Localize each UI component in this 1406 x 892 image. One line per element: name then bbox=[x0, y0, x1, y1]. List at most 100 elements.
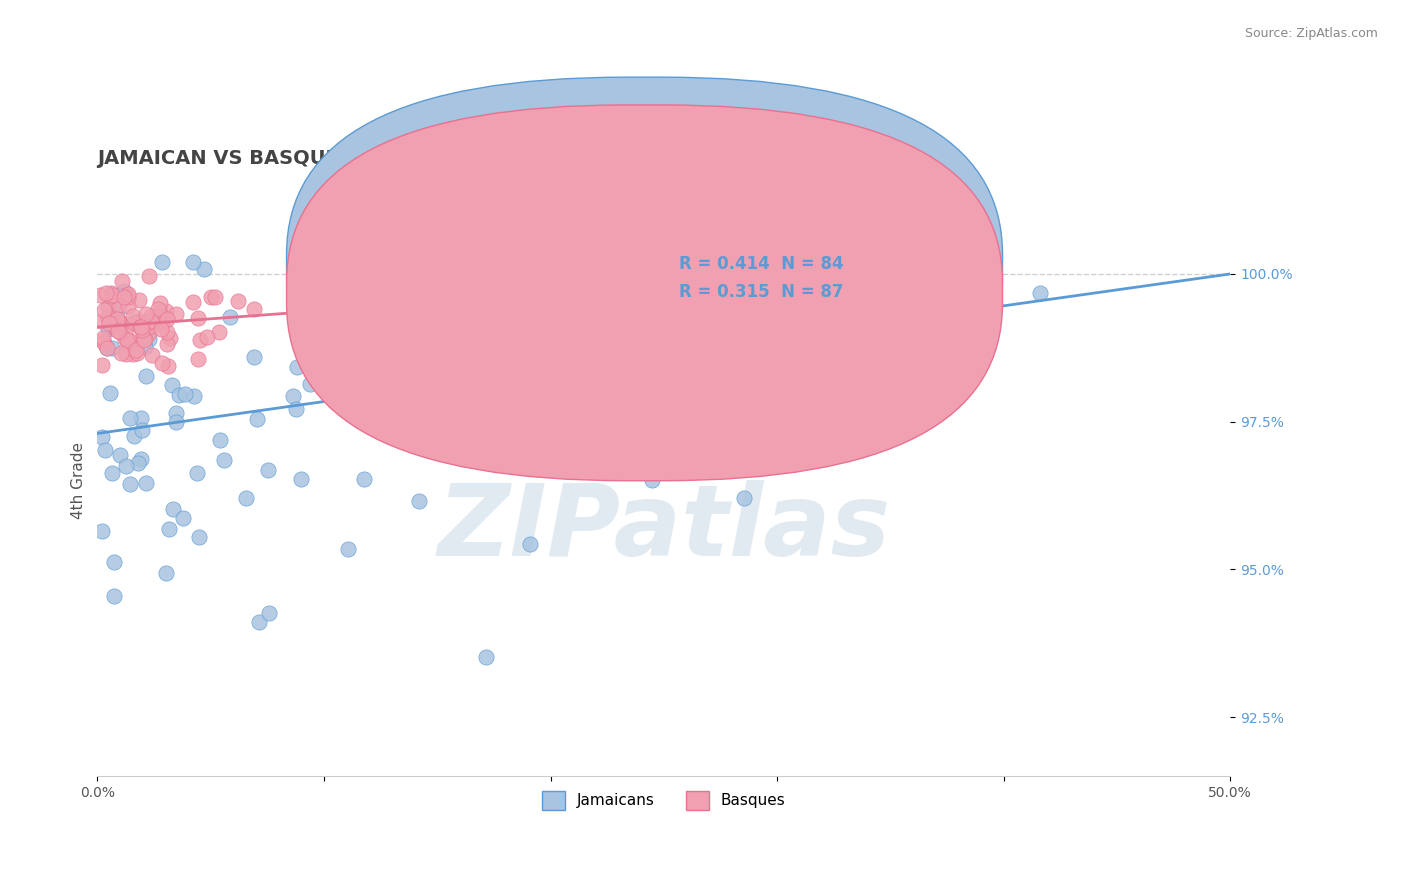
Basques bbox=[112, 329, 135, 343]
Jamaicans bbox=[108, 448, 131, 462]
Jamaicans bbox=[101, 466, 124, 480]
Basques bbox=[128, 293, 150, 308]
Jamaicans bbox=[173, 386, 195, 401]
Jamaicans bbox=[183, 389, 205, 403]
Jamaicans bbox=[373, 300, 395, 314]
Basques bbox=[101, 317, 124, 331]
Basques bbox=[141, 316, 163, 330]
Jamaicans bbox=[256, 463, 278, 477]
Basques bbox=[150, 322, 173, 336]
Jamaicans bbox=[127, 456, 149, 470]
Jamaicans bbox=[114, 458, 136, 473]
Jamaicans bbox=[285, 359, 308, 374]
Jamaicans bbox=[641, 473, 664, 487]
Basques bbox=[122, 309, 145, 323]
Jamaicans bbox=[107, 301, 129, 316]
Jamaicans bbox=[122, 314, 145, 328]
Text: JAMAICAN VS BASQUE 4TH GRADE CORRELATION CHART: JAMAICAN VS BASQUE 4TH GRADE CORRELATION… bbox=[97, 150, 711, 169]
Jamaicans bbox=[609, 310, 631, 324]
Jamaicans bbox=[741, 461, 763, 475]
Basques bbox=[125, 343, 148, 358]
Jamaicans bbox=[90, 524, 112, 538]
Jamaicans bbox=[284, 255, 307, 269]
Jamaicans bbox=[94, 442, 117, 457]
Jamaicans bbox=[157, 522, 180, 536]
Basques bbox=[93, 335, 115, 350]
Jamaicans bbox=[181, 255, 204, 269]
Basques bbox=[107, 313, 129, 327]
Basques bbox=[91, 358, 114, 372]
Jamaicans bbox=[370, 421, 392, 435]
Basques bbox=[155, 304, 177, 318]
Basques bbox=[107, 324, 129, 338]
Basques bbox=[89, 288, 111, 302]
Basques bbox=[129, 333, 152, 347]
Jamaicans bbox=[120, 411, 142, 425]
Jamaicans bbox=[408, 494, 430, 508]
Basques bbox=[156, 311, 179, 326]
Jamaicans bbox=[134, 340, 156, 354]
Basques bbox=[90, 313, 112, 327]
Basques bbox=[115, 347, 138, 361]
Basques bbox=[301, 322, 323, 336]
Basques bbox=[132, 333, 155, 347]
Basques bbox=[124, 317, 146, 331]
Basques bbox=[139, 314, 162, 328]
Basques bbox=[100, 289, 122, 303]
Jamaicans bbox=[138, 332, 160, 346]
Basques bbox=[157, 359, 180, 374]
Jamaicans bbox=[298, 376, 321, 391]
Jamaicans bbox=[212, 453, 235, 467]
Basques bbox=[108, 325, 131, 339]
Basques bbox=[150, 356, 173, 370]
Basques bbox=[188, 333, 211, 347]
Jamaicans bbox=[131, 423, 153, 437]
Jamaicans bbox=[446, 348, 468, 362]
Jamaicans bbox=[152, 255, 174, 269]
Basques bbox=[101, 287, 124, 301]
Basques bbox=[104, 322, 127, 336]
Basques bbox=[98, 316, 121, 330]
Basques bbox=[138, 326, 160, 340]
Jamaicans bbox=[820, 292, 842, 306]
Jamaicans bbox=[90, 429, 112, 443]
Basques bbox=[97, 310, 120, 325]
Basques bbox=[146, 309, 169, 323]
Basques bbox=[165, 307, 187, 321]
Jamaicans bbox=[848, 255, 870, 269]
Jamaicans bbox=[470, 310, 492, 324]
Jamaicans bbox=[733, 491, 755, 505]
Basques bbox=[127, 346, 149, 360]
Basques bbox=[148, 301, 170, 316]
Basques bbox=[117, 299, 139, 313]
Basques bbox=[181, 295, 204, 310]
Basques bbox=[100, 286, 122, 301]
Basques bbox=[124, 341, 146, 355]
Basques bbox=[134, 332, 156, 346]
Jamaicans bbox=[292, 255, 315, 269]
Basques bbox=[204, 290, 226, 304]
Jamaicans bbox=[188, 530, 211, 544]
FancyBboxPatch shape bbox=[602, 242, 924, 321]
Basques bbox=[110, 346, 132, 360]
Basques bbox=[117, 337, 139, 351]
Jamaicans bbox=[103, 555, 125, 569]
Basques bbox=[187, 352, 209, 367]
Basques bbox=[107, 298, 129, 312]
Basques bbox=[117, 288, 139, 302]
Jamaicans bbox=[98, 386, 121, 401]
Basques bbox=[96, 341, 118, 355]
Jamaicans bbox=[246, 412, 269, 426]
Basques bbox=[131, 323, 153, 337]
FancyBboxPatch shape bbox=[287, 105, 1002, 481]
Basques bbox=[105, 321, 128, 335]
Basques bbox=[208, 326, 231, 340]
Basques bbox=[118, 333, 141, 347]
Jamaicans bbox=[162, 501, 184, 516]
Jamaicans bbox=[165, 406, 187, 420]
Basques bbox=[108, 315, 131, 329]
Jamaicans bbox=[247, 615, 270, 629]
Jamaicans bbox=[519, 536, 541, 550]
Jamaicans bbox=[243, 350, 266, 364]
Y-axis label: 4th Grade: 4th Grade bbox=[72, 442, 86, 519]
